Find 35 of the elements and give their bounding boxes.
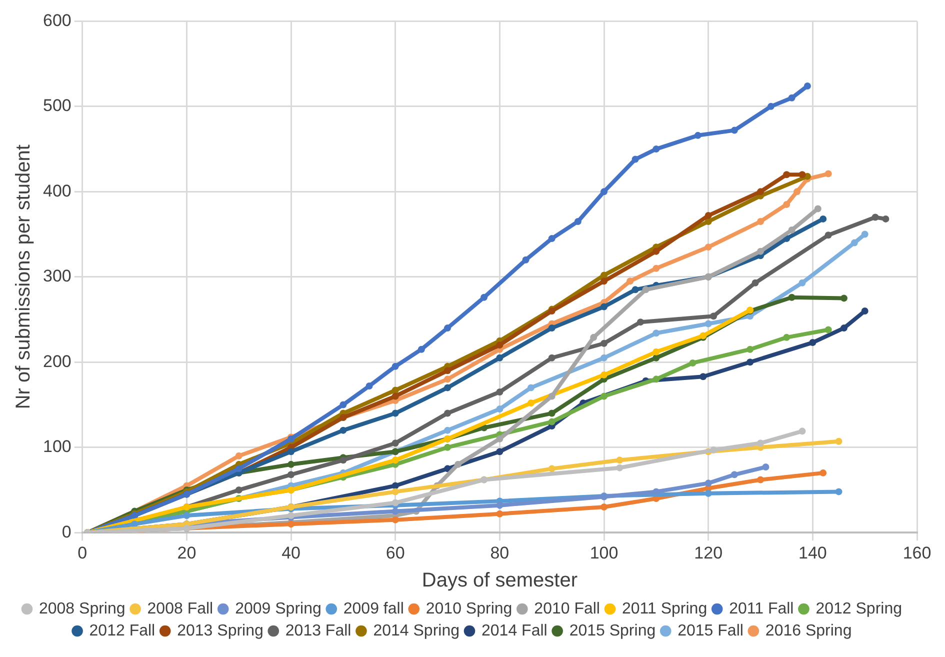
legend-label: 2012 Fall bbox=[89, 622, 156, 640]
legend-label: 2010 Fall bbox=[534, 600, 600, 618]
legend-label: 2015 Spring bbox=[569, 622, 656, 640]
y-tick-label: 300 bbox=[42, 266, 72, 286]
legend-label: 2013 Spring bbox=[177, 622, 264, 640]
y-tick-label: 500 bbox=[42, 96, 72, 116]
x-tick-label: 160 bbox=[902, 543, 932, 562]
y-tick-label: 100 bbox=[42, 437, 72, 456]
x-axis-title: Days of semester bbox=[422, 570, 578, 592]
x-tick-label: 80 bbox=[490, 543, 510, 562]
x-tick-label: 100 bbox=[590, 543, 618, 562]
legend-label: 2011 Spring bbox=[622, 600, 708, 618]
x-tick-label: 20 bbox=[177, 543, 196, 562]
legend-label: 2008 Fall bbox=[147, 600, 214, 618]
legend-label: 2015 Fall bbox=[678, 622, 744, 640]
y-tick-label: 600 bbox=[42, 10, 72, 30]
legend-label: 2011 Fall bbox=[729, 600, 794, 618]
y-tick-label: 400 bbox=[42, 181, 72, 200]
legend-label: 2012 Spring bbox=[816, 600, 902, 618]
legend-label: 2016 Spring bbox=[765, 622, 852, 640]
x-tick-label: 40 bbox=[282, 543, 300, 562]
legend-label: 2008 Spring bbox=[38, 600, 126, 618]
legend-label: 2009 fall bbox=[343, 600, 404, 618]
legend-label: 2010 Spring bbox=[426, 600, 512, 618]
y-tick-label: 200 bbox=[42, 352, 72, 371]
legend-label: 2009 Spring bbox=[235, 600, 322, 618]
x-tick-label: 120 bbox=[694, 543, 723, 562]
x-tick-label: 140 bbox=[798, 543, 827, 562]
legend-label: 2014 Spring bbox=[373, 622, 460, 640]
y-tick-label: 0 bbox=[62, 522, 72, 542]
x-tick-label: 0 bbox=[78, 543, 88, 562]
legend-label: 2013 Fall bbox=[285, 622, 352, 640]
y-axis-title: Nr of submissions per student bbox=[12, 144, 35, 410]
x-tick-label: 60 bbox=[386, 543, 405, 562]
legend-label: 2014 Fall bbox=[482, 622, 548, 640]
